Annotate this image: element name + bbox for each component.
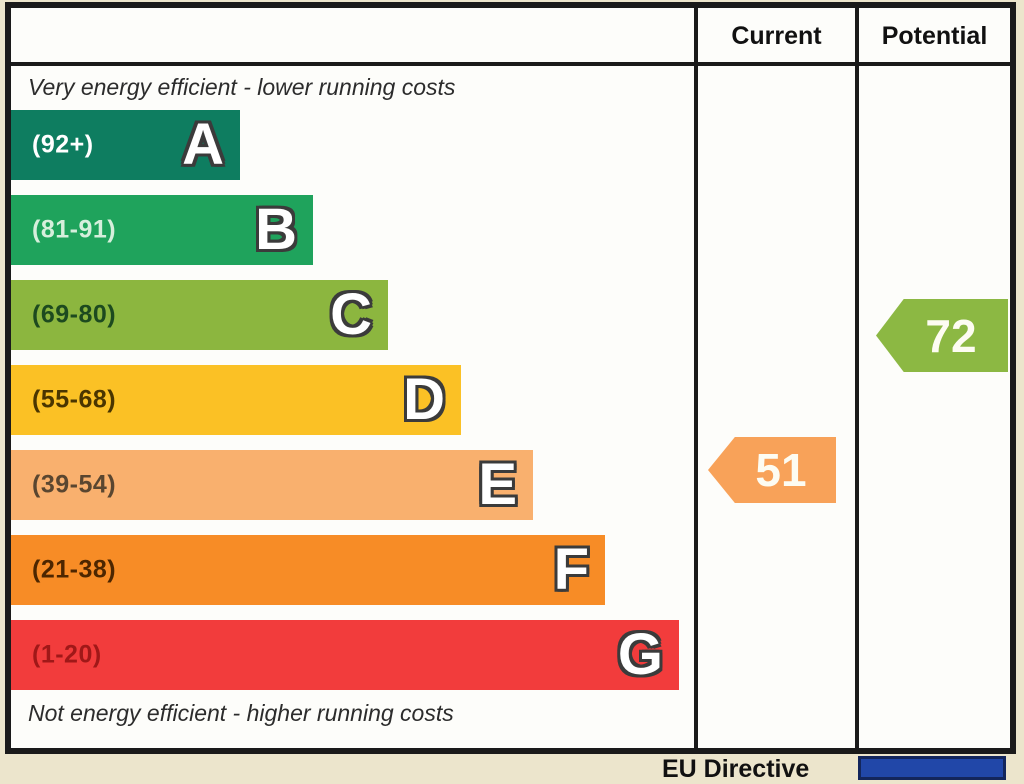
band-e: (39-54) E xyxy=(11,450,533,520)
band-d-range: (55-68) xyxy=(32,385,117,414)
bottom-caption: Not energy efficient - higher running co… xyxy=(28,700,454,726)
eu-flag-icon xyxy=(858,756,1006,780)
current-rating-value: 51 xyxy=(755,444,807,496)
current-column-divider xyxy=(694,2,698,754)
current-column-header: Current xyxy=(731,22,822,50)
band-g: (1-20) G xyxy=(11,620,679,690)
potential-rating-value: 72 xyxy=(925,309,977,362)
band-a-letter: A xyxy=(182,112,224,177)
band-c-range: (69-80) xyxy=(32,300,117,329)
band-d-letter: D xyxy=(403,367,445,432)
band-a-range: (92+) xyxy=(32,130,94,159)
potential-column-header: Potential xyxy=(881,22,988,50)
band-g-range: (1-20) xyxy=(32,640,102,669)
band-c: (69-80) C xyxy=(11,280,388,350)
table-border-top xyxy=(5,2,1016,8)
band-d: (55-68) D xyxy=(11,365,461,435)
potential-column-divider xyxy=(855,2,859,754)
eu-directive-label: EU Directive xyxy=(662,755,810,783)
table-border-right xyxy=(1010,2,1016,754)
potential-rating-arrow: 72 xyxy=(876,299,1008,372)
band-c-letter: C xyxy=(330,282,372,347)
table-border-bottom xyxy=(5,748,1016,754)
current-rating-arrow: 51 xyxy=(708,437,836,503)
table-border-left xyxy=(5,2,11,754)
band-b-letter: B xyxy=(255,197,297,262)
band-e-range: (39-54) xyxy=(32,470,117,499)
band-g-letter: G xyxy=(617,622,663,687)
band-b-range: (81-91) xyxy=(32,215,117,244)
band-e-letter: E xyxy=(478,452,517,517)
band-f-letter: F xyxy=(553,537,589,602)
band-a: (92+) A xyxy=(11,110,240,180)
band-b: (81-91) B xyxy=(11,195,313,265)
band-f: (21-38) F xyxy=(11,535,605,605)
band-f-range: (21-38) xyxy=(32,555,117,584)
top-caption: Very energy efficient - lower running co… xyxy=(28,74,456,100)
header-divider xyxy=(5,62,1016,66)
